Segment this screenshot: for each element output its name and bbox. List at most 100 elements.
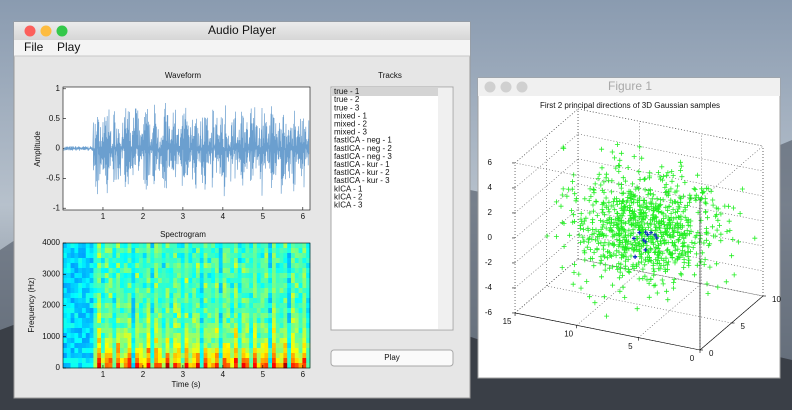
spectrogram-cell bbox=[276, 328, 280, 333]
spectrogram-cell bbox=[295, 323, 299, 328]
spectrogram-cell bbox=[74, 348, 78, 353]
spectrogram-cell bbox=[74, 353, 78, 358]
spectrogram-cell bbox=[188, 253, 192, 258]
spectrogram-cell bbox=[306, 263, 310, 268]
scrollbar[interactable] bbox=[438, 88, 452, 329]
spectrogram-cell bbox=[257, 258, 261, 263]
spectrogram-cell bbox=[245, 323, 249, 328]
spectrogram-cell bbox=[306, 278, 310, 283]
spectrogram-cell bbox=[272, 363, 276, 368]
spectrogram-cell bbox=[299, 333, 303, 338]
minimize-button[interactable] bbox=[41, 26, 52, 37]
spectrogram-cell bbox=[302, 263, 306, 268]
menu-item[interactable]: File bbox=[24, 40, 44, 54]
spectrogram-cell bbox=[264, 243, 268, 248]
spectrogram-cell bbox=[90, 288, 94, 293]
spectrogram-cell bbox=[245, 348, 249, 353]
x-axis-label: Time (s) bbox=[171, 380, 200, 389]
spectrogram-cell bbox=[158, 258, 162, 263]
spectrogram-cell bbox=[295, 338, 299, 343]
spectrogram-cell bbox=[238, 268, 242, 273]
spectrogram-cell bbox=[219, 358, 223, 363]
spectrogram-cell bbox=[261, 258, 265, 263]
spectrogram-cell bbox=[78, 253, 82, 258]
spectrogram-cell bbox=[226, 363, 230, 368]
window-title: Figure 1 bbox=[608, 79, 652, 93]
spectrogram-cell bbox=[261, 243, 265, 248]
spectrogram-cell bbox=[234, 328, 238, 333]
spectrogram-cell bbox=[97, 313, 101, 318]
spectrogram-cell bbox=[302, 243, 306, 248]
y-tick-label: 1 bbox=[56, 84, 61, 93]
spectrogram-cell bbox=[162, 243, 166, 248]
spectrogram-cell bbox=[287, 358, 291, 363]
spectrogram-cell bbox=[135, 253, 139, 258]
spectrogram-cell bbox=[173, 268, 177, 273]
spectrogram-cell bbox=[242, 323, 246, 328]
spectrogram-cell bbox=[177, 338, 181, 343]
zoom-button[interactable] bbox=[517, 82, 528, 93]
spectrogram-cell bbox=[150, 278, 154, 283]
spectrogram-cell bbox=[93, 338, 97, 343]
spectrogram-cell bbox=[63, 268, 67, 273]
close-button[interactable] bbox=[485, 82, 496, 93]
spectrogram-cell bbox=[253, 248, 257, 253]
spectrogram-cell bbox=[226, 303, 230, 308]
spectrogram-cell bbox=[135, 278, 139, 283]
spectrogram-cell bbox=[242, 358, 246, 363]
spectrogram-cell bbox=[93, 273, 97, 278]
spectrogram-cell bbox=[306, 363, 310, 368]
spectrogram-cell bbox=[86, 283, 90, 288]
spectrogram-cell bbox=[185, 363, 189, 368]
spectrogram-cell bbox=[249, 243, 253, 248]
spectrogram-cell bbox=[242, 338, 246, 343]
spectrogram-cell bbox=[97, 343, 101, 348]
spectrogram-cell bbox=[86, 253, 90, 258]
spectrogram-cell bbox=[112, 333, 116, 338]
close-button[interactable] bbox=[25, 26, 36, 37]
spectrogram-cell bbox=[139, 323, 143, 328]
spectrogram-cell bbox=[93, 343, 97, 348]
spectrogram-cell bbox=[185, 253, 189, 258]
spectrogram-cell bbox=[63, 258, 67, 263]
minimize-button[interactable] bbox=[501, 82, 512, 93]
spectrogram-cell bbox=[109, 358, 113, 363]
spectrogram-cell bbox=[211, 308, 215, 313]
spectrogram-cell bbox=[219, 243, 223, 248]
spectrogram-cell bbox=[249, 343, 253, 348]
x-tick-label: 1 bbox=[101, 212, 106, 221]
spectrogram-cell bbox=[188, 243, 192, 248]
spectrogram-cell bbox=[223, 313, 227, 318]
play-button-label[interactable]: Play bbox=[384, 353, 400, 362]
spectrogram-cell bbox=[234, 268, 238, 273]
spectrogram-cell bbox=[264, 258, 268, 263]
menu-item[interactable]: Play bbox=[57, 40, 80, 54]
spectrogram-cell bbox=[166, 273, 170, 278]
spectrogram-cell bbox=[105, 313, 109, 318]
spectrogram-cell bbox=[242, 243, 246, 248]
spectrogram-cell bbox=[173, 298, 177, 303]
spectrogram-cell bbox=[154, 318, 158, 323]
spectrogram-cell bbox=[238, 303, 242, 308]
spectrogram-cell bbox=[135, 258, 139, 263]
spectrogram-cell bbox=[86, 258, 90, 263]
zoom-button[interactable] bbox=[57, 26, 68, 37]
spectrogram-cell bbox=[78, 243, 82, 248]
track-item[interactable]: kICA - 3 bbox=[334, 201, 363, 210]
spectrogram-cell bbox=[143, 328, 147, 333]
y-tick-label: 0 bbox=[56, 363, 61, 372]
spectrogram-cell bbox=[128, 353, 132, 358]
spectrogram-cell bbox=[306, 248, 310, 253]
spectrogram-cell bbox=[302, 353, 306, 358]
spectrogram-cell bbox=[93, 313, 97, 318]
y-tick-label: 10 bbox=[772, 295, 781, 304]
spectrogram-cell bbox=[158, 263, 162, 268]
spectrogram-cell bbox=[211, 313, 215, 318]
spectrogram-cell bbox=[124, 338, 128, 343]
spectrogram-cell bbox=[302, 258, 306, 263]
spectrogram-cell bbox=[63, 253, 67, 258]
spectrogram-cell bbox=[234, 333, 238, 338]
spectrogram-cell bbox=[223, 303, 227, 308]
spectrogram-cell bbox=[299, 338, 303, 343]
spectrogram-cell bbox=[74, 278, 78, 283]
